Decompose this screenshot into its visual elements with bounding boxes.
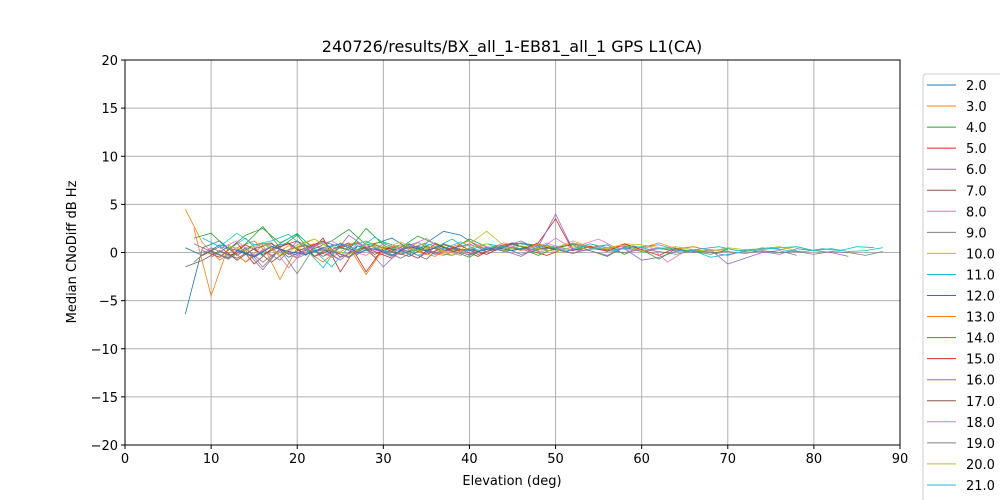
ticks: 0 10 20 30 40 50 60 70 80 90 −20 −15 −10 −5 0 5 10 15 20 — [91, 54, 909, 467]
legend-label: 9.0 — [966, 226, 987, 241]
legend-label: 3.0 — [966, 100, 987, 115]
series-line-9.0 — [193, 244, 883, 271]
legend-label: 19.0 — [966, 437, 995, 452]
legend-label: 11.0 — [966, 268, 995, 283]
series-line-13.0 — [193, 228, 728, 298]
x-tick-label: 40 — [461, 452, 478, 467]
x-tick-label: 90 — [892, 452, 909, 467]
y-tick-label: 15 — [101, 102, 118, 117]
legend-label: 2.0 — [966, 79, 987, 94]
y-tick-label: −15 — [91, 391, 118, 406]
y-tick-label: −10 — [91, 343, 118, 358]
x-axis-label: Elevation (deg) — [462, 474, 561, 489]
legend-label: 20.0 — [966, 458, 995, 473]
legend-label: 5.0 — [966, 142, 987, 157]
legend-label: 17.0 — [966, 395, 995, 410]
legend-label: 4.0 — [966, 121, 987, 136]
series-lines — [184, 209, 883, 315]
x-tick-label: 30 — [375, 452, 392, 467]
legend-label: 14.0 — [966, 332, 995, 347]
x-tick-label: 80 — [806, 452, 823, 467]
legend-label: 12.0 — [966, 290, 995, 305]
y-tick-label: 5 — [110, 198, 118, 213]
series-line-20.0 — [228, 238, 797, 257]
y-tick-label: 10 — [101, 150, 118, 165]
series-line-19.0 — [210, 246, 539, 275]
chart-title: 240726/results/BX_all_1-EB81_all_1 GPS L… — [322, 37, 702, 57]
x-tick-label: 20 — [289, 452, 306, 467]
x-tick-label: 70 — [720, 452, 737, 467]
series-line-22.0 — [236, 243, 530, 257]
legend-label: 13.0 — [966, 311, 995, 326]
legend: 2.0 3.0 4.0 5.0 6.0 7.0 8.0 9.0 10.0 11.0 12.0 13.0… — [922, 73, 1000, 500]
legend-label: 8.0 — [966, 205, 987, 220]
y-tick-label: −20 — [91, 439, 118, 454]
legend-label: 7.0 — [966, 184, 987, 199]
legend-label: 18.0 — [966, 416, 995, 431]
x-tick-label: 10 — [203, 452, 220, 467]
y-axis-label: Median CNoDiff dB Hz — [65, 180, 80, 323]
legend-box — [922, 73, 1000, 500]
legend-label: 15.0 — [966, 353, 995, 368]
x-tick-label: 0 — [121, 452, 129, 467]
legend-label: 6.0 — [966, 163, 987, 178]
series-line-18.0 — [219, 237, 720, 269]
y-tick-label: −5 — [99, 295, 118, 310]
legend-label: 16.0 — [966, 374, 995, 389]
x-tick-label: 50 — [547, 452, 564, 467]
series-line-3.0 — [184, 209, 461, 263]
x-tick-label: 60 — [633, 452, 650, 467]
series-line-21.0 — [202, 232, 875, 269]
y-tick-label: 0 — [110, 247, 118, 262]
y-tick-label: 20 — [101, 54, 118, 69]
legend-label: 21.0 — [966, 479, 995, 494]
legend-label: 10.0 — [966, 247, 995, 262]
